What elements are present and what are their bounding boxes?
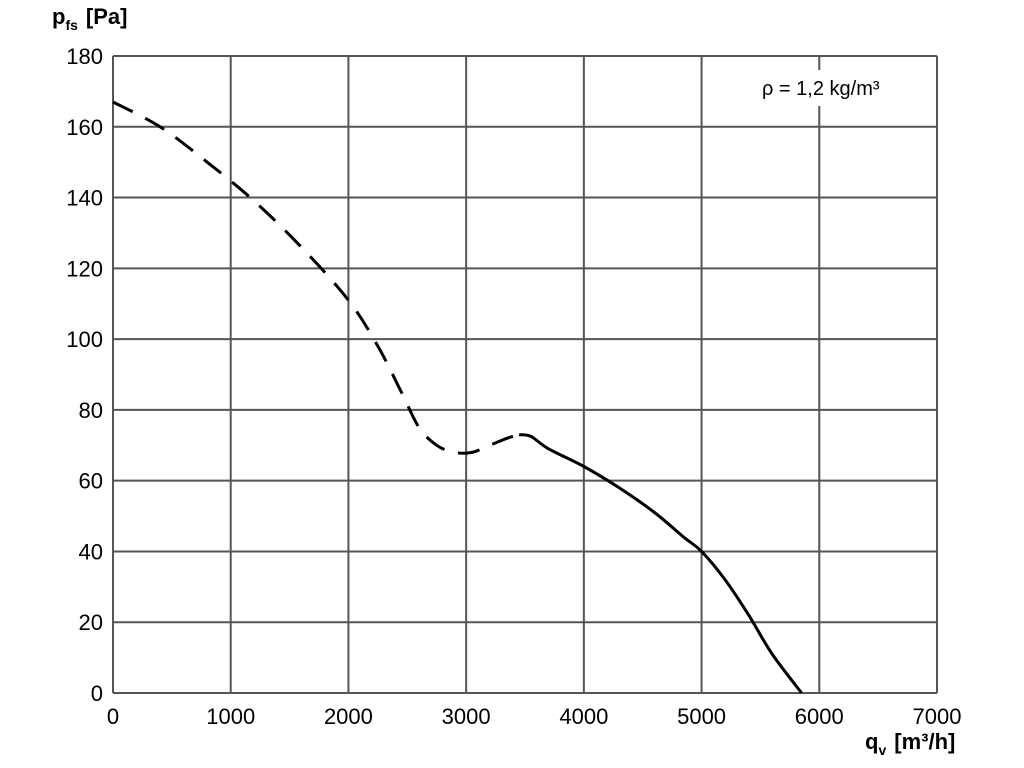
y-tick-label: 100 — [66, 327, 103, 352]
x-tick-label: 2000 — [324, 704, 373, 729]
x-tick-label: 1000 — [206, 704, 255, 729]
y-tick-label: 40 — [79, 539, 103, 564]
y-tick-label: 80 — [79, 398, 103, 423]
tick-labels: 0 1000 2000 3000 4000 5000 6000 7000 0 20 40 60 80 10… — [66, 44, 961, 729]
y-tick-label: 120 — [66, 256, 103, 281]
y-tick-label: 60 — [79, 469, 103, 494]
series-lines — [112, 100, 803, 694]
y-tick-label: 20 — [79, 610, 103, 635]
density-annotation: ρ = 1,2 kg/m³ — [762, 78, 880, 100]
x-axis-title: qv [m³/h] — [865, 729, 955, 758]
x-tick-label: 6000 — [795, 704, 844, 729]
x-tick-label: 0 — [107, 704, 119, 729]
grid-lines — [112, 55, 938, 694]
annotation-background — [752, 70, 928, 106]
y-tick-label: 180 — [66, 44, 103, 69]
x-tick-label: 3000 — [442, 704, 491, 729]
dashed-curve — [112, 100, 520, 455]
x-tick-label: 7000 — [913, 704, 962, 729]
y-tick-label: 0 — [91, 681, 103, 706]
y-tick-label: 160 — [66, 115, 103, 140]
y-axis-title: pfs [Pa] — [52, 4, 127, 33]
x-tick-label: 4000 — [559, 704, 608, 729]
solid-curve — [518, 433, 803, 694]
y-tick-label: 140 — [66, 186, 103, 211]
x-tick-label: 5000 — [677, 704, 726, 729]
